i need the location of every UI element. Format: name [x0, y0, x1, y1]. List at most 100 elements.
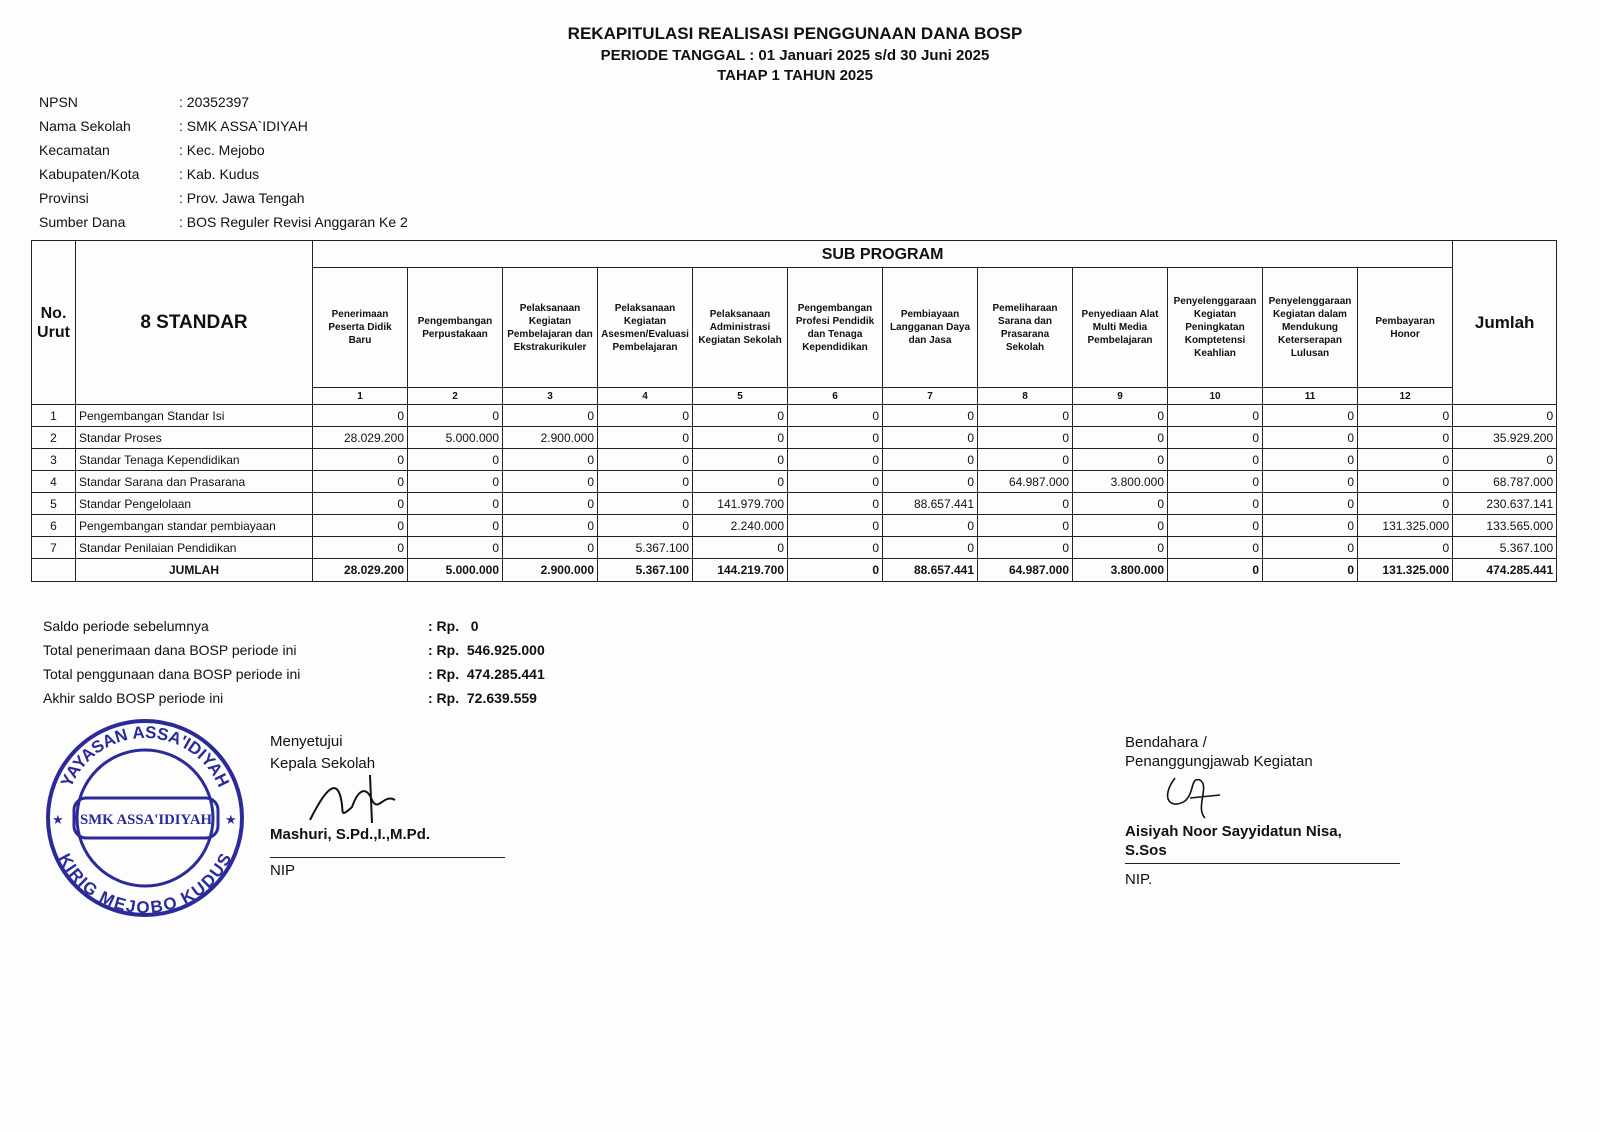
- info-row: Nama Sekolah: SMK ASSA`IDIYAH: [39, 118, 408, 142]
- column-number: 4: [597, 387, 693, 405]
- cell-value: 0: [502, 448, 598, 471]
- cell-value: 0: [1262, 404, 1358, 427]
- cell-value: 0: [977, 492, 1073, 515]
- column-total: 5.000.000: [407, 558, 503, 582]
- cell-value: 0: [407, 514, 503, 537]
- cell-value: 0: [1356, 404, 1454, 427]
- cell-value: 0: [502, 536, 598, 559]
- info-value: : Kab. Kudus: [179, 166, 260, 182]
- column-label-row: Penerimaan Peserta Didik Baru Pengembanga…: [32, 267, 1557, 388]
- cell-value: 0: [312, 404, 408, 427]
- document-title: REKAPITULASI REALISASI PENGGUNAAN DANA B…: [567, 24, 1023, 43]
- cell-value: 0: [1356, 470, 1454, 493]
- treasurer-signature: [1166, 777, 1221, 819]
- row-total: 133.565.000: [1452, 514, 1558, 537]
- column-total: 0: [787, 558, 883, 582]
- column-total: 0: [1167, 558, 1263, 582]
- cell-value: 2.900.000: [502, 426, 598, 449]
- cell-value: 0: [1262, 492, 1358, 515]
- cell-value: 0: [787, 492, 883, 515]
- column-header: Pengembangan Profesi Pendidik dan Tenaga…: [787, 267, 883, 388]
- column-number: 2: [407, 387, 503, 405]
- summary-value: : Rp. 0: [428, 618, 479, 634]
- standard-header: 8 STANDAR: [75, 240, 313, 405]
- cell-value: 0: [1072, 536, 1168, 559]
- treasurer-nip: NIP.: [1125, 871, 1153, 888]
- cell-value: 0: [977, 426, 1073, 449]
- principal-title: Kepala Sekolah: [270, 755, 376, 772]
- cell-value: 2.240.000: [692, 514, 788, 537]
- info-label: NPSN: [39, 94, 78, 110]
- cell-value: 0: [1072, 492, 1168, 515]
- cell-value: 0: [977, 404, 1073, 427]
- summary-row: Total penerimaan dana BOSP periode ini: …: [43, 642, 545, 666]
- column-header: Pelaksanaan Administrasi Kegiatan Sekola…: [692, 267, 788, 388]
- info-row: Kabupaten/Kota : Kab. Kudus: [39, 166, 408, 190]
- empty-cell: [31, 558, 76, 582]
- cell-value: 0: [407, 470, 503, 493]
- summary-label: Saldo periode sebelumnya: [43, 618, 209, 634]
- cell-value: 0: [787, 514, 883, 537]
- summary-label: Akhir saldo BOSP periode ini: [43, 690, 224, 706]
- table-row: 5 Standar Pengelolaan 0 0 0 0 141.979.700 0 88.6…: [31, 492, 1558, 515]
- approval-label: Menyetujui: [270, 733, 343, 750]
- cell-value: 0: [312, 448, 408, 471]
- total-header: Jumlah: [1452, 240, 1558, 405]
- cell-value: 0: [692, 448, 788, 471]
- column-number: 1: [312, 387, 408, 405]
- cell-value: 0: [1167, 448, 1263, 471]
- cell-value: 0: [882, 470, 978, 493]
- cell-value: 0: [502, 404, 598, 427]
- info-value: : BOS Reguler Revisi Anggaran Ke 2: [179, 214, 408, 230]
- info-label: Kabupaten/Kota: [39, 166, 140, 182]
- sub-program-header: SUB PROGRAM: [311, 240, 1454, 268]
- column-number: 8: [977, 387, 1073, 405]
- table-row: 2 Standar Proses 28.029.200 5.000.000 2.900.…: [31, 426, 1558, 449]
- total-label: JUMLAH: [75, 558, 313, 582]
- row-number: 3: [31, 448, 76, 471]
- cell-value: 0: [882, 426, 978, 449]
- column-total: 131.325.000: [1356, 558, 1454, 582]
- grand-total: 474.285.441: [1452, 558, 1558, 582]
- cell-value: 0: [1356, 426, 1454, 449]
- principal-name: Mashuri, S.Pd.,I.,M.Pd.: [270, 826, 431, 843]
- treasurer-title: Penanggungjawab Kegiatan: [1125, 753, 1313, 770]
- treasurer-label: Bendahara /: [1125, 734, 1207, 751]
- cell-value: 0: [1072, 426, 1168, 449]
- cell-value: 0: [407, 448, 503, 471]
- standard-name: Pengembangan standar pembiayaan: [75, 514, 313, 537]
- row-number: 7: [31, 536, 76, 559]
- info-row: NPSN : 20352397: [39, 94, 408, 118]
- summary-row: Total penggunaan dana BOSP periode ini: …: [43, 666, 545, 690]
- cell-value: 0: [787, 448, 883, 471]
- treasurer-name: Aisiyah Noor Sayyidatun Nisa,: [1125, 823, 1342, 840]
- cell-value: 5.000.000: [407, 426, 503, 449]
- cell-value: 0: [1262, 470, 1358, 493]
- document-stage: TAHAP 1 TAHUN 2025: [717, 67, 873, 84]
- standard-name: Standar Pengelolaan: [75, 492, 313, 515]
- cell-value: 0: [692, 426, 788, 449]
- cell-value: 0: [1262, 448, 1358, 471]
- summary-label: Total penerimaan dana BOSP periode ini: [43, 642, 297, 658]
- signature-line: [1125, 863, 1400, 864]
- cell-value: 0: [977, 536, 1073, 559]
- cell-value: 0: [1262, 514, 1358, 537]
- info-label: Kecamatan: [39, 142, 110, 158]
- column-header: Pelaksanaan Kegiatan Asesmen/Evaluasi Pe…: [597, 267, 693, 388]
- info-value: : Kec. Mejobo: [179, 142, 265, 158]
- standard-name: Standar Sarana dan Prasarana: [75, 470, 313, 493]
- no-header: No. Urut: [31, 240, 76, 405]
- school-stamp: YAYASAN ASSA'IDIYAH KIRIG MEJOBO KUDUS S…: [46, 719, 244, 917]
- info-row: Provinsi: Prov. Jawa Tengah: [39, 190, 408, 214]
- cell-value: 0: [692, 404, 788, 427]
- cell-value: 0: [597, 426, 693, 449]
- row-total: 230.637.141: [1452, 492, 1558, 515]
- cell-value: 88.657.441: [882, 492, 978, 515]
- column-total: 5.367.100: [597, 558, 693, 582]
- svg-text:★: ★: [225, 812, 237, 827]
- info-value: : 20352397: [179, 94, 250, 110]
- summary-row: Saldo periode sebelumnya : Rp. 0: [43, 618, 545, 642]
- summary-value: : Rp. 72.639.559: [428, 690, 537, 706]
- column-number: 12: [1356, 387, 1454, 405]
